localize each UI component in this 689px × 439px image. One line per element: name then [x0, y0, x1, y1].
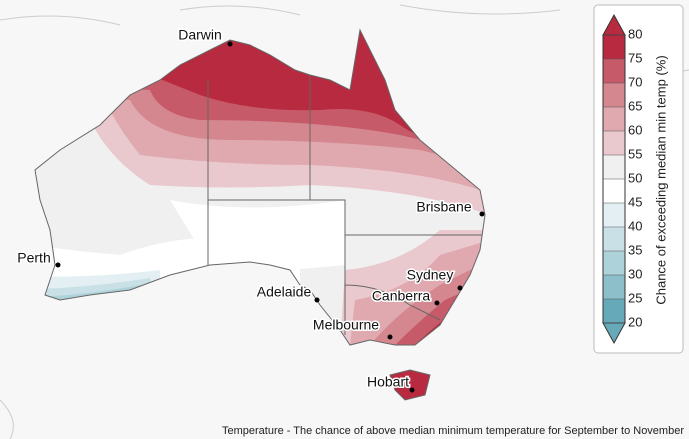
tick-label: 65: [628, 98, 642, 113]
city-dot: [55, 262, 61, 268]
color-band: [603, 107, 625, 131]
tick-label: 70: [628, 74, 642, 89]
city-dot: [227, 41, 233, 47]
tick-label: 45: [628, 194, 642, 209]
color-band: [603, 251, 625, 275]
colorbar: 20 25 30 35 40 45 50 55 60 65 70 75 80: [602, 13, 642, 345]
forecast-surface: [35, 30, 485, 400]
neighbour-outlines: [0, 4, 689, 439]
color-band: [603, 83, 625, 107]
color-band: [603, 227, 625, 251]
city-dot: [434, 300, 440, 306]
tick-label: 25: [628, 290, 642, 305]
city-label: Adelaide: [257, 284, 312, 300]
city-dot: [479, 211, 485, 217]
tick-label: 30: [628, 266, 642, 281]
city-dot: [314, 297, 320, 303]
city-layer: Darwin Brisbane Perth Sydney Canberra Adelaid…: [16, 25, 485, 393]
caption: Temperature - The chance of above median…: [222, 425, 684, 437]
city-label: Hobart: [367, 374, 409, 390]
legend-title: Chance of exceeding median min temp (%): [653, 55, 668, 304]
tick-label: 60: [628, 122, 642, 137]
city-label: Sydney: [407, 267, 454, 283]
color-band: [603, 275, 625, 299]
tick-label: 20: [628, 314, 642, 329]
tick-label: 80: [628, 26, 642, 41]
city-label: Brisbane: [416, 199, 471, 215]
tick-label: 55: [628, 146, 642, 161]
color-band: [603, 155, 625, 179]
city-dot: [457, 285, 463, 291]
city-label: Melbourne: [313, 317, 379, 333]
city-dot: [409, 387, 415, 393]
color-band: [603, 59, 625, 83]
color-band: [603, 179, 625, 203]
tick-label: 35: [628, 242, 642, 257]
tick-label: 50: [628, 170, 642, 185]
city-label: Darwin: [178, 27, 222, 43]
legend: 20 25 30 35 40 45 50 55 60 65 70 75 80 Chance of exc…: [593, 4, 684, 354]
city-label: Canberra: [372, 288, 431, 304]
city-label: Perth: [17, 250, 50, 266]
city-dot: [387, 334, 393, 340]
color-band: [603, 35, 625, 59]
tick-label: 75: [628, 50, 642, 65]
color-band: [603, 131, 625, 155]
state-borders: [34, 28, 486, 401]
color-band: [603, 203, 625, 227]
tick-label: 40: [628, 218, 642, 233]
color-band: [603, 299, 625, 323]
